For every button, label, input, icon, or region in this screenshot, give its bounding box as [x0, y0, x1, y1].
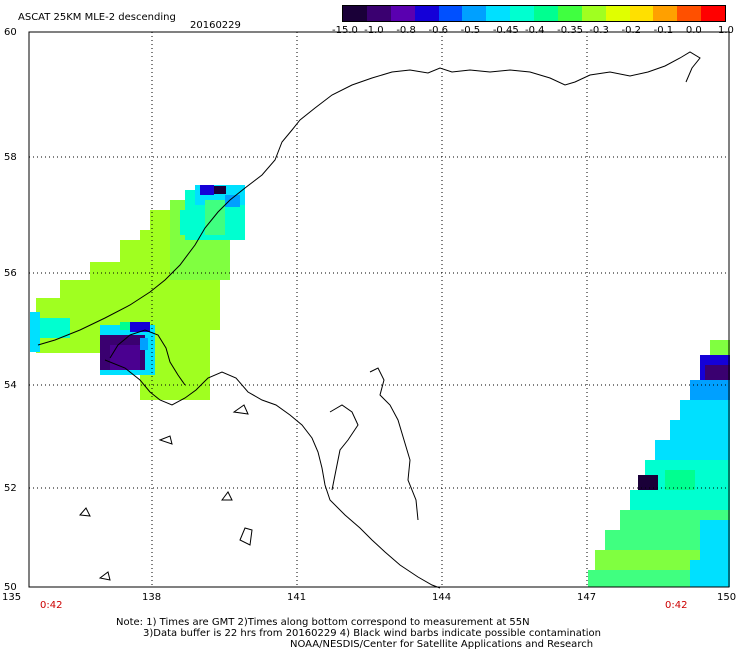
swath-cell	[40, 318, 70, 338]
swath-cell	[700, 520, 730, 560]
swath-cell	[214, 186, 226, 194]
swath-cell	[690, 560, 730, 587]
swath-cell	[140, 338, 148, 350]
swath-cell	[120, 322, 130, 330]
lon-label: 141	[287, 592, 306, 603]
time-right: 0:42	[665, 600, 687, 611]
lon-label: 135	[2, 592, 21, 603]
note-line-2: 3)Data buffer is 22 hrs from 20160229 4)…	[143, 628, 601, 639]
swath-cell	[200, 185, 214, 195]
swath-cell	[665, 470, 695, 490]
swath-cell	[110, 345, 140, 370]
lat-label: 52	[4, 483, 17, 494]
lat-label: 60	[4, 27, 17, 38]
lon-label: 147	[577, 592, 596, 603]
note-line-1: Note: 1) Times are GMT 2)Times along bot…	[116, 617, 530, 628]
lon-label: 144	[432, 592, 451, 603]
swath-cell	[205, 200, 225, 235]
lat-label: 54	[4, 380, 17, 391]
lon-label: 150	[717, 592, 736, 603]
time-left: 0:42	[40, 600, 62, 611]
note-line-3: NOAA/NESDIS/Center for Satellite Applica…	[290, 639, 593, 650]
swath-cell	[225, 195, 240, 207]
lat-label: 58	[4, 152, 17, 163]
swath-cell	[30, 312, 40, 352]
swath-cell	[180, 210, 205, 235]
lat-label: 56	[4, 268, 17, 279]
lon-label: 138	[142, 592, 161, 603]
wind-swaths	[30, 185, 730, 587]
